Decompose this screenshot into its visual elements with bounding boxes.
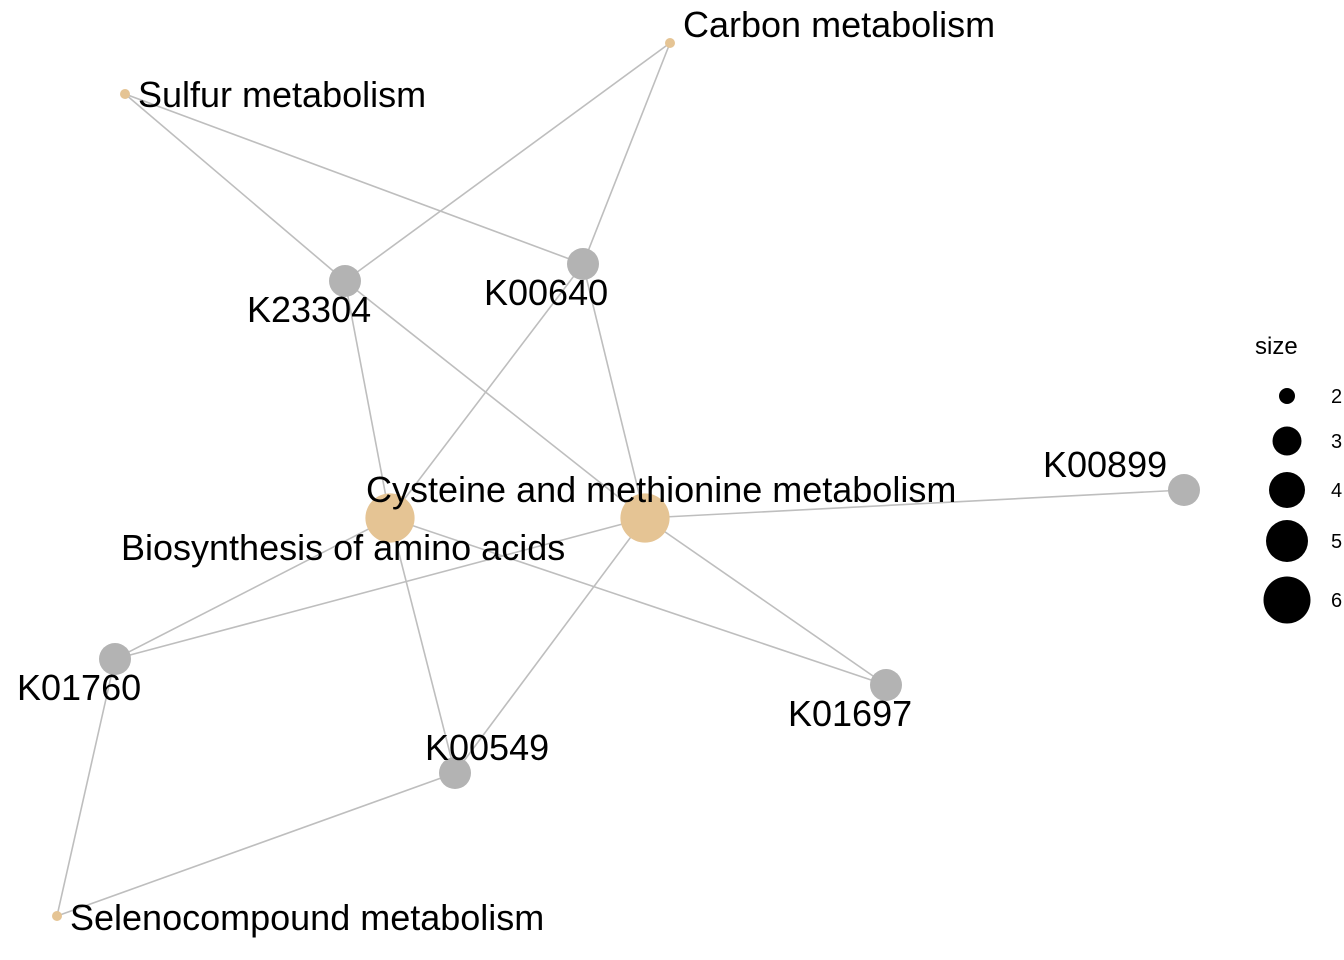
- node-seleno[interactable]: [52, 911, 62, 921]
- node-label-carbon: Carbon metabolism: [683, 4, 995, 45]
- legend-title: size: [1255, 333, 1298, 360]
- node-label-k01697: K01697: [788, 693, 912, 734]
- node-label-seleno: Selenocompound metabolism: [70, 897, 544, 938]
- edge-biosyn-k01760: [114, 517, 391, 660]
- edge-carbon-k23304: [344, 42, 671, 282]
- legend-dot-4: [1269, 472, 1305, 508]
- edge-k00640-cysmet: [582, 263, 646, 519]
- edge-k00549-seleno: [56, 772, 456, 917]
- node-sulfur[interactable]: [120, 89, 130, 99]
- edge-cysmet-k00899: [644, 489, 1185, 519]
- node-cysmet[interactable]: [620, 493, 670, 543]
- legend-label-3: 3: [1331, 431, 1342, 453]
- size-legend: size 2 3 4 5 6: [1255, 333, 1342, 624]
- node-biosyn[interactable]: [365, 493, 415, 543]
- node-layer: [52, 38, 1200, 921]
- legend-dot-5: [1266, 520, 1308, 562]
- edge-cysmet-k01697: [644, 517, 887, 686]
- edge-layer: [56, 42, 1185, 917]
- node-k23304[interactable]: [329, 265, 361, 297]
- edge-biosyn-k01697: [389, 517, 887, 686]
- node-k01760[interactable]: [99, 643, 131, 675]
- node-label-k00899: K00899: [1043, 444, 1167, 485]
- edge-cysmet-k01760: [114, 517, 646, 660]
- edge-k01760-seleno: [56, 658, 116, 917]
- edge-k00640-biosyn: [389, 263, 584, 519]
- node-label-k01760: K01760: [17, 667, 141, 708]
- edge-cysmet-k00549: [454, 517, 646, 774]
- legend-dot-6: [1263, 576, 1311, 624]
- node-k00640[interactable]: [567, 248, 599, 280]
- edge-k23304-cysmet: [344, 280, 646, 519]
- legend-label-4: 4: [1331, 480, 1342, 502]
- node-carbon[interactable]: [665, 38, 675, 48]
- legend-label-5: 5: [1331, 531, 1342, 553]
- legend-label-6: 6: [1331, 590, 1342, 612]
- edge-sulfur-k00640: [124, 93, 584, 265]
- edge-biosyn-k00549: [389, 517, 456, 774]
- node-label-biosyn: Biosynthesis of amino acids: [121, 527, 565, 568]
- legend-label-2: 2: [1331, 386, 1342, 408]
- legend-dot-3: [1272, 426, 1302, 456]
- node-label-sulfur: Sulfur metabolism: [138, 74, 426, 115]
- legend-dot-2: [1279, 388, 1295, 404]
- edge-sulfur-k23304: [124, 93, 346, 282]
- label-layer: Carbon metabolism Sulfur metabolism K23304…: [17, 4, 1167, 938]
- node-k01697[interactable]: [870, 669, 902, 701]
- edge-k23304-biosyn: [344, 280, 391, 519]
- edge-carbon-k00640: [582, 42, 671, 265]
- node-k00549[interactable]: [439, 757, 471, 789]
- node-label-k00549: K00549: [425, 727, 549, 768]
- legend-items: 2 3 4 5 6: [1263, 386, 1342, 624]
- node-label-k00640: K00640: [484, 272, 608, 313]
- node-k00899[interactable]: [1168, 474, 1200, 506]
- node-label-cysmet: Cysteine and methionine metabolism: [366, 469, 956, 510]
- node-label-k23304: K23304: [247, 289, 371, 330]
